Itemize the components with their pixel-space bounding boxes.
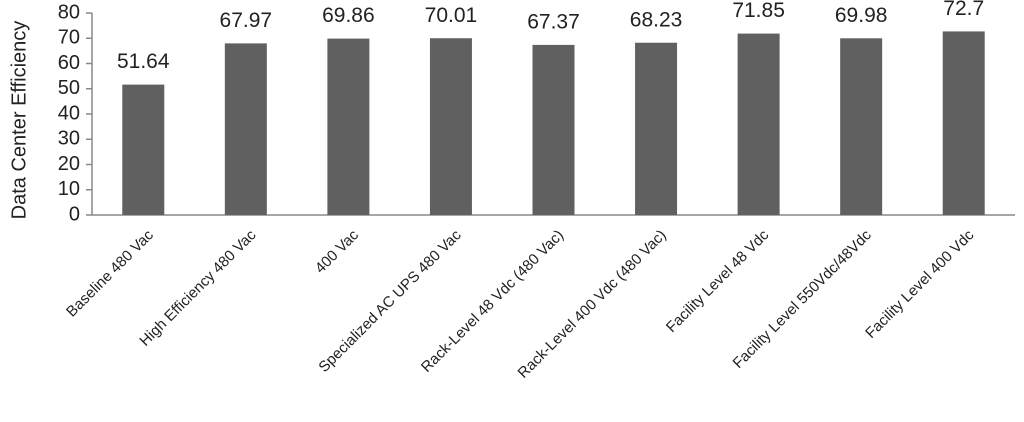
data-label: 69.98 bbox=[835, 4, 888, 27]
bar bbox=[122, 84, 165, 215]
data-label: 67.97 bbox=[220, 9, 273, 32]
data-label: 69.86 bbox=[322, 4, 375, 27]
y-tick-label: 70 bbox=[58, 27, 80, 49]
data-label: 68.23 bbox=[630, 8, 683, 31]
bar bbox=[429, 38, 472, 216]
y-tick-label: 20 bbox=[58, 153, 80, 175]
y-tick-label: 50 bbox=[58, 77, 80, 99]
bar bbox=[224, 43, 267, 216]
data-label: 71.85 bbox=[732, 0, 785, 22]
data-label: 70.01 bbox=[425, 4, 478, 27]
y-tick-label: 30 bbox=[58, 128, 80, 150]
x-tick-label: High Efficiency 480 Vac bbox=[136, 226, 259, 349]
y-tick-label: 40 bbox=[58, 102, 80, 124]
y-tick-label: 10 bbox=[58, 178, 80, 200]
x-tick-label: Facility Level 48 Vdc bbox=[663, 226, 773, 336]
x-tick-label: Facility Level 400 Vdc bbox=[862, 226, 978, 342]
bar bbox=[635, 42, 678, 215]
data-label: 72.7 bbox=[943, 0, 984, 20]
y-tick-label: 80 bbox=[58, 1, 80, 23]
bar bbox=[532, 44, 575, 216]
y-tick-label: 0 bbox=[69, 203, 80, 225]
data-label: 67.37 bbox=[527, 10, 580, 33]
bar bbox=[942, 31, 985, 216]
y-tick-label: 60 bbox=[58, 52, 80, 74]
y-axis-label: Data Center Efficiency bbox=[8, 21, 30, 220]
bar bbox=[327, 38, 370, 215]
data-label: 51.64 bbox=[117, 50, 170, 73]
x-tick-label: Baseline 480 Vac bbox=[63, 226, 157, 320]
bar bbox=[737, 33, 780, 215]
bar bbox=[840, 38, 883, 215]
x-tick-label: 400 Vac bbox=[312, 226, 363, 277]
